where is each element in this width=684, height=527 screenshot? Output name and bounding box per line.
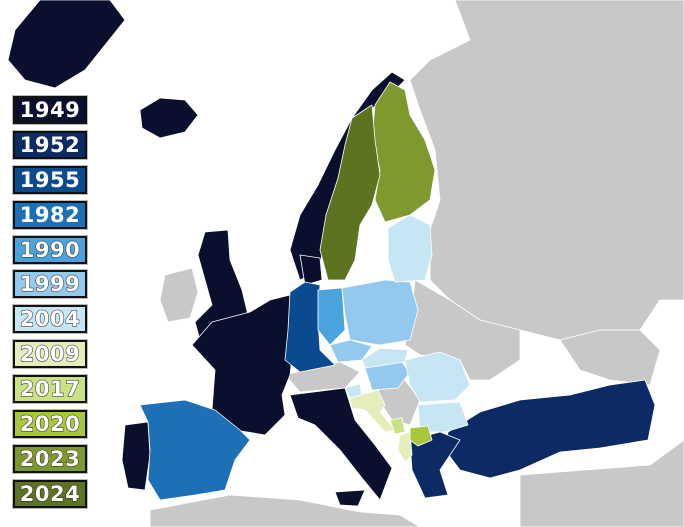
legend-item-1949: 1949 xyxy=(13,96,87,124)
country-iceland xyxy=(139,97,199,139)
country-france-benelux xyxy=(191,294,296,436)
country-west-germany xyxy=(284,281,336,373)
country-denmark xyxy=(299,254,323,286)
legend-item-2004: 2004 xyxy=(13,305,87,334)
country-romania xyxy=(404,351,471,403)
legend-item-1982: 1982 xyxy=(13,200,87,229)
country-italy xyxy=(289,387,393,501)
country-czechia xyxy=(329,339,373,363)
region-middle-east xyxy=(519,439,684,527)
country-poland xyxy=(341,279,419,346)
country-sicily xyxy=(334,489,366,507)
country-montenegro xyxy=(389,417,406,435)
legend-item-1990: 1990 xyxy=(13,235,87,264)
legend-item-1952: 1952 xyxy=(13,130,87,159)
country-portugal xyxy=(121,421,151,491)
country-finland xyxy=(371,81,436,223)
country-sweden xyxy=(319,104,381,281)
country-east-germany xyxy=(317,287,346,346)
legend-item-2009: 2009 xyxy=(13,340,87,369)
country-north-macedonia xyxy=(409,425,433,447)
country-ireland xyxy=(159,267,199,323)
country-albania xyxy=(397,431,413,463)
region-caucasus xyxy=(559,329,661,386)
country-slovakia xyxy=(361,347,409,369)
legend-item-2023: 2023 xyxy=(13,444,87,473)
country-greece xyxy=(409,431,461,499)
region-russia-east xyxy=(409,0,684,341)
legend: 1949 1952 1955 1982 1990 1999 2004 2009 2017 2020… xyxy=(13,96,87,515)
region-north-africa xyxy=(149,494,421,527)
country-turkey xyxy=(444,379,656,479)
country-greenland xyxy=(7,0,126,89)
legend-item-2017: 2017 xyxy=(13,375,87,404)
country-spain xyxy=(139,399,251,501)
country-baltics xyxy=(387,214,433,283)
legend-item-1999: 1999 xyxy=(13,270,87,299)
legend-item-1955: 1955 xyxy=(13,165,87,194)
legend-item-2020: 2020 xyxy=(13,410,87,439)
legend-item-2024: 2024 xyxy=(13,479,87,508)
